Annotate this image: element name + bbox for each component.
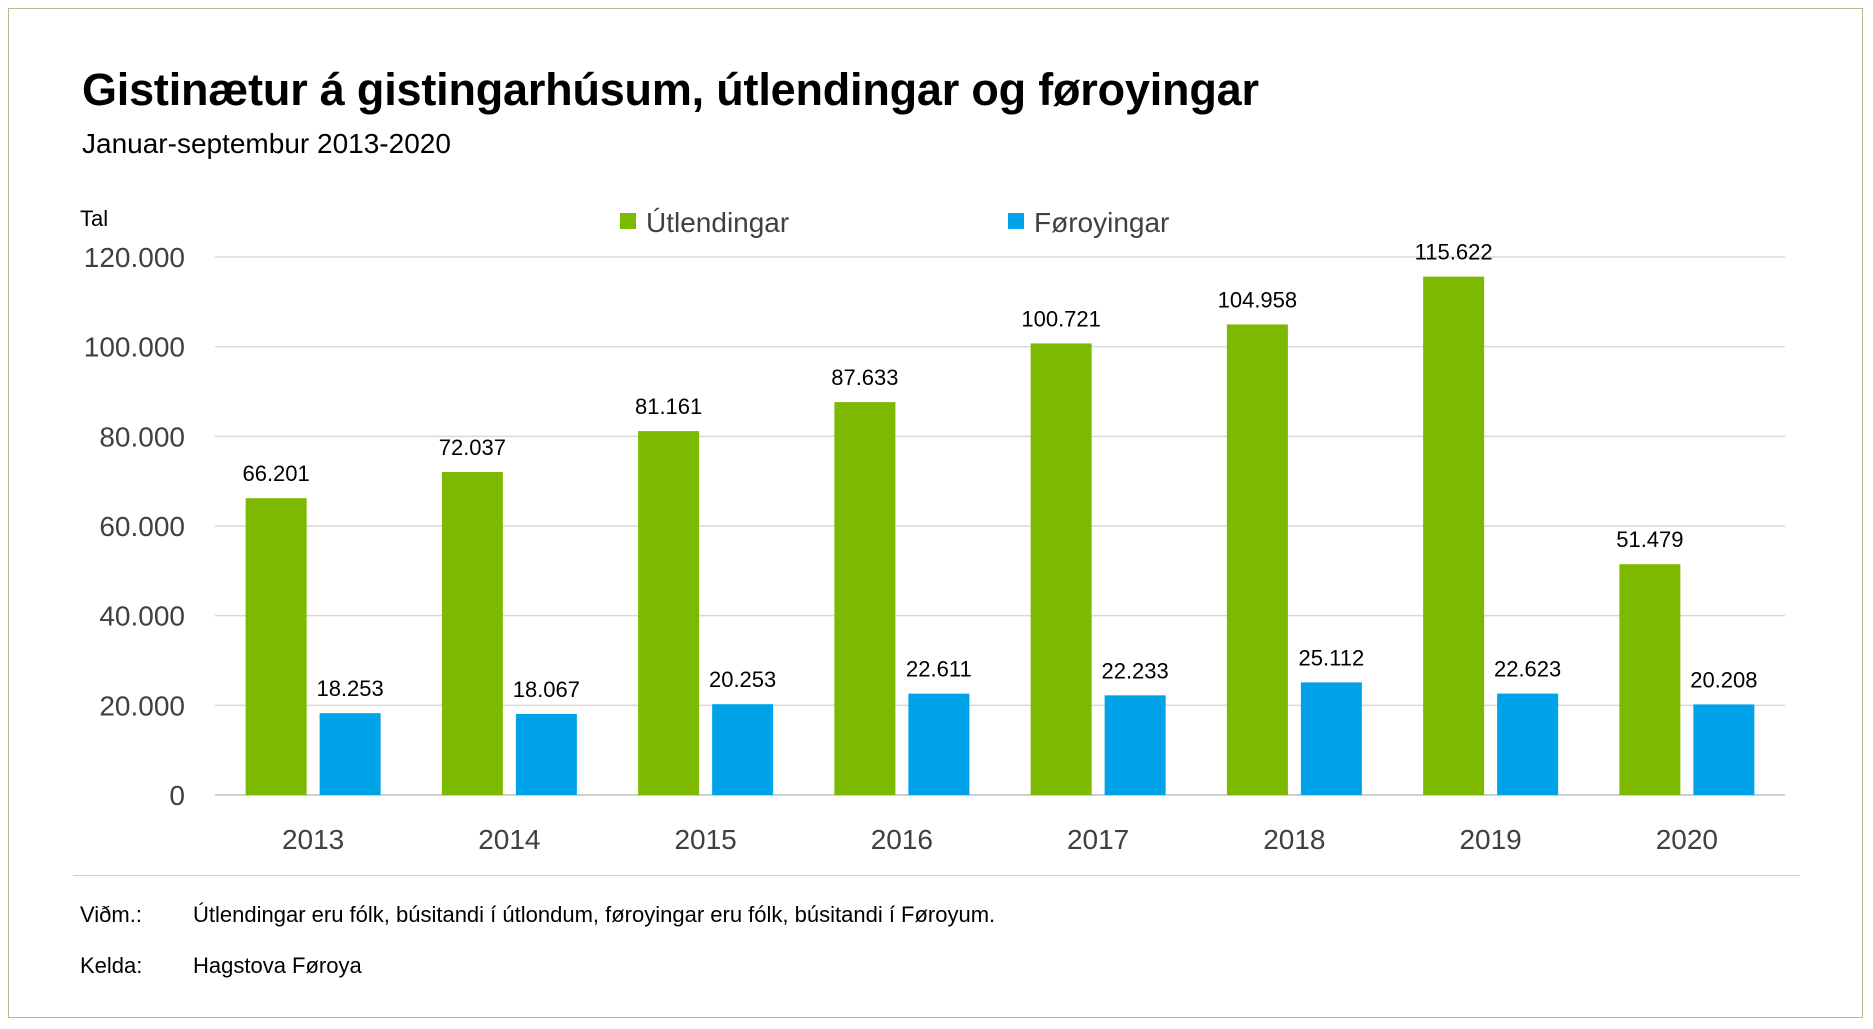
data-label: 18.067: [513, 677, 580, 702]
bar: [1693, 704, 1755, 795]
data-label: 81.161: [635, 394, 702, 419]
remark-key: Viðm.:: [80, 902, 142, 927]
data-label: 66.201: [242, 461, 309, 486]
bar: [441, 472, 503, 795]
bar: [1423, 276, 1485, 795]
data-label: 87.633: [831, 365, 898, 390]
chart-subtitle: Januar-septembur 2013-2020: [82, 128, 451, 159]
x-tick-label: 2014: [478, 824, 540, 855]
y-tick-label: 60.000: [99, 511, 185, 542]
bar: [908, 693, 970, 795]
data-label: 104.958: [1218, 287, 1298, 312]
y-tick-label: 20.000: [99, 690, 185, 721]
y-tick-label: 40.000: [99, 601, 185, 632]
source-text: Hagstova Føroya: [193, 953, 362, 978]
bar: [245, 498, 307, 795]
data-label: 18.253: [316, 676, 383, 701]
x-tick-label: 2017: [1067, 824, 1129, 855]
bar: [1619, 564, 1681, 795]
data-label: 72.037: [439, 435, 506, 460]
y-tick-label: 100.000: [84, 332, 185, 363]
footer-divider: [73, 875, 1800, 876]
legend-label: Útlendingar: [646, 207, 789, 238]
bar: [319, 713, 381, 795]
bar: [1030, 343, 1092, 795]
data-label: 25.112: [1299, 645, 1365, 670]
data-label: 22.611: [906, 657, 972, 682]
x-tick-label: 2015: [674, 824, 736, 855]
remark-text: Útlendingar eru fólk, búsitandi í útlond…: [193, 902, 996, 927]
remark-row: Viðm.: Útlendingar eru fólk, búsitandi í …: [80, 902, 995, 928]
legend-label: Føroyingar: [1034, 207, 1169, 238]
y-tick-label: 80.000: [99, 421, 185, 452]
chart-frame: [8, 8, 1863, 1018]
bar: [834, 402, 896, 795]
x-tick-label: 2019: [1459, 824, 1521, 855]
y-tick-label: 0: [169, 780, 185, 811]
data-label: 115.622: [1415, 240, 1493, 265]
bar: [1300, 682, 1362, 795]
legend-swatch: [1008, 213, 1024, 229]
x-tick-label: 2013: [282, 824, 344, 855]
data-label: 22.233: [1101, 658, 1168, 683]
chart-title: Gistinætur á gistingarhúsum, útlendingar…: [82, 64, 1259, 115]
source-key: Kelda:: [80, 953, 143, 978]
legend-swatch: [620, 213, 636, 229]
x-tick-label: 2020: [1656, 824, 1718, 855]
data-label: 20.208: [1690, 667, 1757, 692]
y-tick-label: 120.000: [84, 242, 185, 273]
data-label: 51.479: [1616, 527, 1683, 552]
y-axis-label: Tal: [80, 206, 108, 231]
data-label: 20.253: [709, 667, 776, 692]
bar-chart: 0 20.000 40.000 60.000 80.000 100.000 120.000 T…: [80, 206, 1785, 855]
bar: [1104, 695, 1166, 795]
data-label: 100.721: [1021, 306, 1101, 331]
x-tick-label: 2018: [1263, 824, 1325, 855]
bar: [638, 431, 700, 795]
data-label: 22.623: [1494, 657, 1561, 682]
x-tick-label: 2016: [871, 824, 933, 855]
bar: [515, 713, 577, 795]
bar: [712, 704, 774, 795]
bar: [1226, 324, 1288, 795]
bar: [1497, 693, 1559, 795]
source-row: Kelda: Hagstova Føroya: [80, 953, 362, 979]
